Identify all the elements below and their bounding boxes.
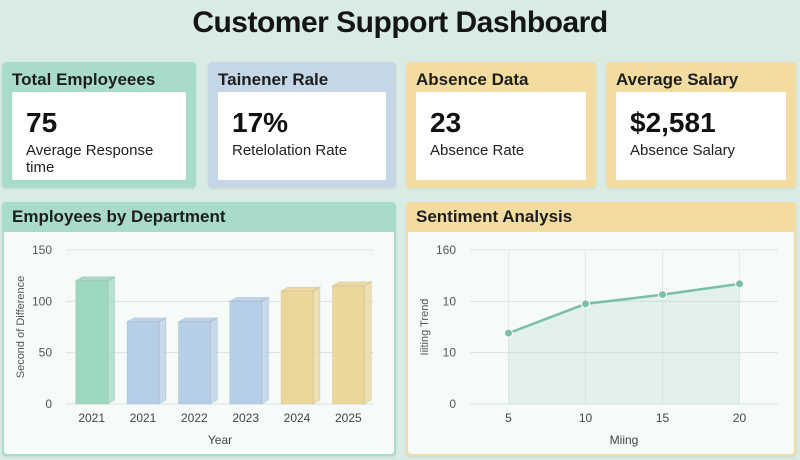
kpi-card-average-salary: Average Salary $2,581 Absence Salary [606, 62, 796, 188]
y-tick-label: 10 [443, 294, 457, 308]
kpi-title: Average Salary [616, 70, 739, 89]
kpi-title: Total Employeees [12, 70, 156, 89]
kpi-label: Absence Rate [430, 142, 525, 159]
y-axis-label: Iiiting Trend [419, 299, 431, 356]
y-tick-label: 0 [45, 397, 52, 411]
bar [229, 300, 263, 405]
kpi-title: Tainener Rale [218, 70, 329, 89]
bar-top [279, 286, 322, 292]
bar [280, 290, 314, 405]
bar [331, 285, 365, 405]
data-point [735, 279, 744, 289]
x-tick-label: 15 [656, 411, 670, 425]
x-tick-label: 2021 [130, 411, 157, 425]
kpi-label: Retelolation Rate [232, 142, 348, 159]
bar-top [176, 317, 220, 323]
bar-top [73, 276, 117, 282]
page-title: Customer Support Dashboard [192, 6, 608, 39]
kpi-card-absence-data: Absence Data 23 Absence Rate [406, 62, 596, 188]
kpi-label: Average Response time [26, 142, 154, 176]
kpi-title: Absence Data [416, 70, 529, 89]
x-axis-label: Miing [610, 433, 639, 447]
bar-side [312, 286, 321, 405]
kpi-card-total-employees: Total Employeees 75 Average Response tim… [2, 62, 196, 188]
y-tick-label: 160 [436, 243, 456, 257]
y-tick-label: 0 [449, 397, 456, 411]
bar-side [158, 317, 167, 405]
x-tick-label: 2024 [284, 411, 311, 425]
bar-chart: 0 50 100 150 Second of Difference 2021 2021 202… [15, 243, 374, 447]
chart-title: Employees by Department [12, 207, 226, 226]
kpi-label: Absence Salary [630, 142, 736, 159]
data-point [504, 328, 513, 338]
y-tick-label: 10 [443, 346, 457, 360]
line-chart: 0 10 10 160 5 10 15 20 Miing Iiiting Trend [419, 243, 778, 447]
bar [126, 321, 160, 405]
bar [75, 280, 109, 405]
kpi-value: 75 [26, 107, 58, 138]
x-tick-label: 10 [579, 411, 593, 425]
sentiment-analysis-panel: Sentiment Analysis 0 10 10 160 5 10 15 20 Miing I… [406, 202, 796, 456]
bar-side [363, 281, 372, 405]
chart-title: Sentiment Analysis [416, 207, 573, 226]
y-tick-label: 150 [32, 243, 52, 257]
bar-top [330, 281, 374, 287]
kpi-value: $2,581 [630, 107, 716, 138]
y-tick-label: 50 [39, 346, 53, 360]
bar-top [227, 296, 271, 302]
x-tick-label: 2023 [232, 411, 259, 425]
x-tick-label: 5 [505, 411, 512, 425]
y-axis-label: Second of Difference [15, 276, 27, 379]
data-point [581, 299, 590, 309]
kpi-value: 23 [430, 107, 462, 138]
bar-side [107, 275, 116, 405]
bar-top [125, 317, 168, 323]
x-axis-label: Year [208, 433, 232, 447]
bar-side [261, 296, 270, 405]
employees-by-department-panel: Employees by Department 0 50 100 150 Second … [2, 202, 396, 456]
x-tick-label: 2022 [181, 411, 208, 425]
y-tick-label: 100 [32, 294, 52, 308]
kpi-value: 17% [232, 107, 289, 138]
x-tick-label: 2025 [335, 411, 362, 425]
kpi-card-retention-rate: Tainener Rale 17% Retelolation Rate [208, 62, 396, 188]
bar [177, 321, 211, 405]
x-tick-label: 2021 [78, 411, 105, 425]
x-tick-label: 20 [733, 411, 747, 425]
bar-side [209, 317, 218, 405]
series-line [508, 282, 740, 335]
series-area [508, 283, 740, 404]
data-point [658, 290, 667, 300]
